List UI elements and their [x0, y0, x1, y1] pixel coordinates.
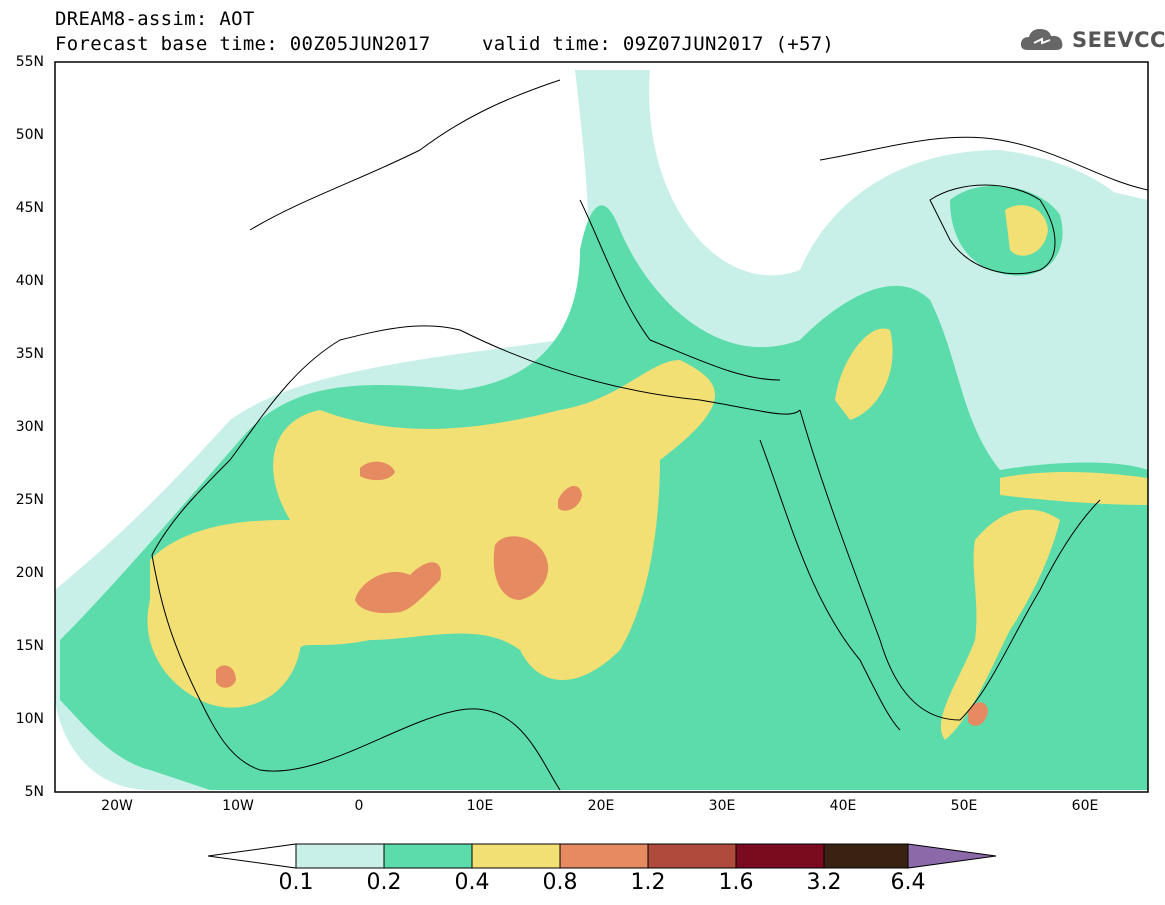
colorbar-label: 0.2 — [366, 870, 402, 895]
lat-label: 5N — [24, 784, 44, 800]
aot-band-0.8-libya — [558, 485, 582, 511]
colorbar-label: 0.8 — [542, 870, 578, 895]
colorbar-label: 1.2 — [630, 870, 666, 895]
aot-band-0.8-mali — [216, 665, 236, 688]
colorbar-swatch — [823, 843, 909, 869]
lon-label: 40E — [829, 798, 857, 814]
lat-label: 55N — [15, 54, 44, 70]
lat-label: 10N — [15, 711, 44, 727]
lat-label: 45N — [15, 200, 44, 216]
aot-band-0.4-gulf — [1000, 472, 1148, 505]
lat-label: 25N — [15, 492, 44, 508]
aot-band-0.8-somalia — [968, 702, 988, 726]
aot-band-0.8-niger — [355, 562, 441, 614]
lat-label: 35N — [15, 346, 44, 362]
colorbar-label: 1.6 — [718, 870, 754, 895]
colorbar-swatch — [471, 843, 561, 869]
lon-label: 30E — [708, 798, 736, 814]
aot-band-0.4-arabia — [940, 509, 1060, 740]
aot-band-0.8-chad — [493, 536, 549, 600]
lon-label: 20E — [587, 798, 615, 814]
aot-field — [55, 70, 1148, 790]
seevccc-logo: SEEVCCC — [1018, 24, 1165, 54]
lat-label: 20N — [15, 565, 44, 581]
coastlines — [151, 79, 1148, 791]
lat-label: 30N — [15, 419, 44, 435]
colorbar-label: 3.2 — [806, 870, 842, 895]
lon-label: 60E — [1071, 798, 1099, 814]
colorbar-swatch — [383, 843, 473, 869]
aot-band-0.4 — [147, 360, 715, 708]
map-frame — [54, 61, 1149, 793]
map-title: DREAM8-assim: AOT — [55, 8, 255, 30]
lon-label: 0 — [354, 798, 364, 814]
lat-label: 15N — [15, 638, 44, 654]
colorbar-swatch — [559, 843, 649, 869]
colorbar-swatch — [295, 843, 385, 869]
colorbar-label: 0.4 — [454, 870, 490, 895]
valid-time-label: valid time: 09Z07JUN2017 (+57) — [482, 33, 835, 55]
cloud-icon — [1020, 29, 1063, 50]
logo-text: SEEVCCC — [1072, 28, 1165, 52]
aot-band-0.2-caspian — [950, 185, 1063, 276]
aot-band-0.4-caspian — [1005, 205, 1048, 256]
colorbar-swatch — [647, 843, 737, 869]
lat-label: 40N — [15, 273, 44, 289]
lon-label: 50E — [950, 798, 978, 814]
lon-label: 10W — [222, 798, 254, 814]
colorbar-swatch — [735, 843, 825, 869]
aot-band-0.8-algeria — [360, 461, 395, 481]
colorbar-high-arrow — [907, 843, 997, 869]
lon-label: 10E — [466, 798, 494, 814]
colorbar-label: 0.1 — [278, 870, 314, 895]
colorbar — [207, 843, 997, 869]
lon-label: 20W — [101, 798, 133, 814]
base-time-label: Forecast base time: 00Z05JUN2017 — [55, 33, 431, 55]
aot-band-0.4-iraq — [835, 328, 893, 420]
colorbar-low-arrow — [207, 843, 297, 869]
colorbar-label: 6.4 — [890, 870, 926, 895]
lat-label: 50N — [15, 127, 44, 143]
